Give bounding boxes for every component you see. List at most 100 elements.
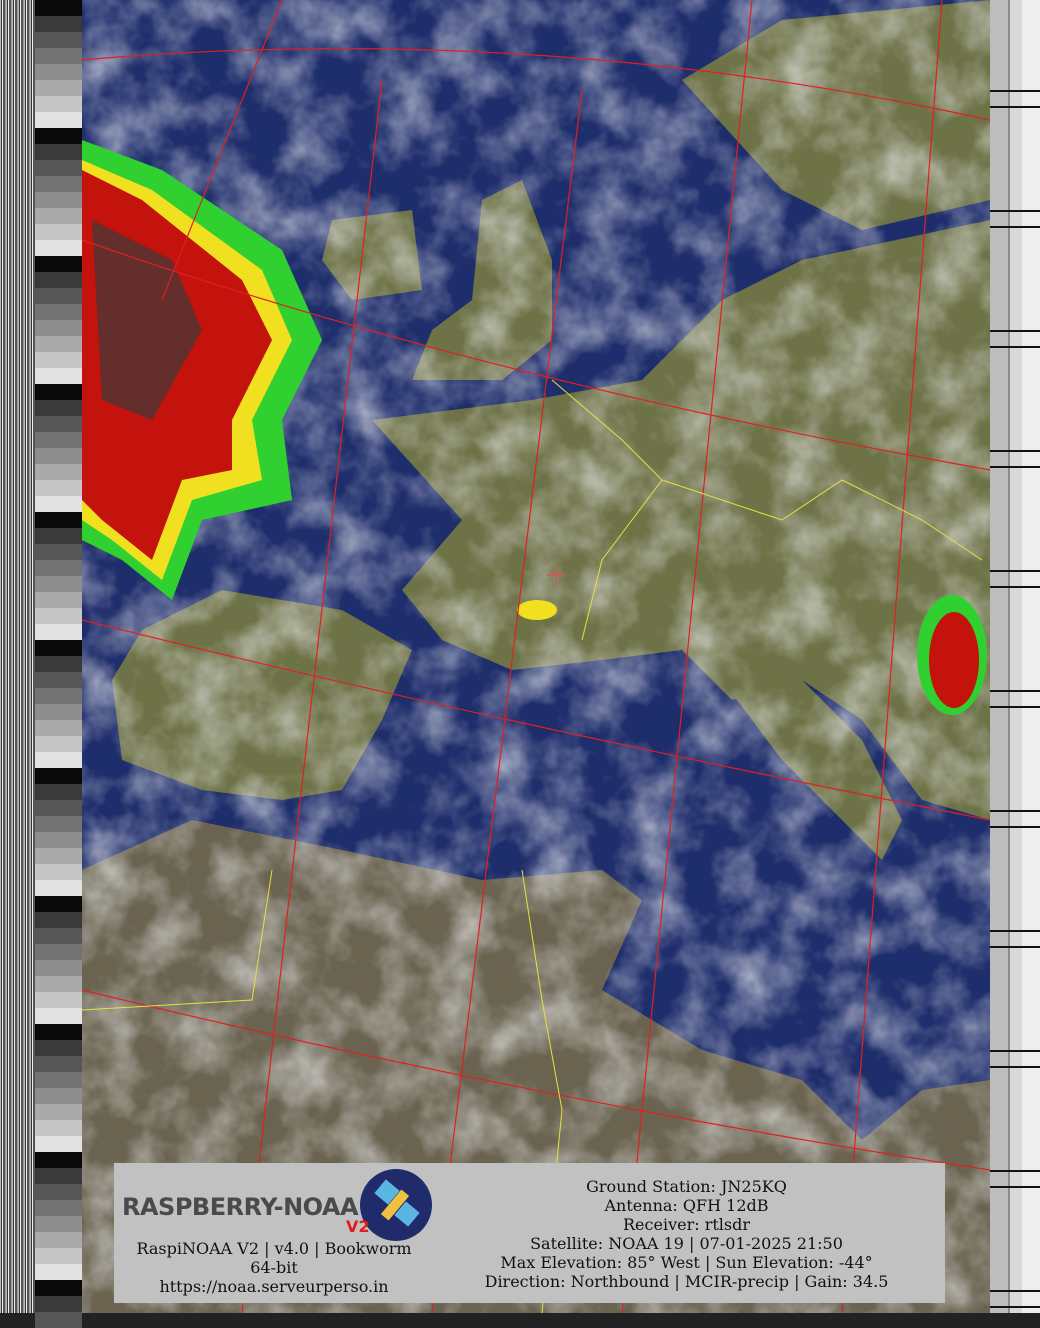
wedge-step xyxy=(35,1056,82,1072)
wedge-step xyxy=(35,272,82,288)
station-url[interactable]: https://noaa.serveurperso.in xyxy=(159,1277,389,1296)
wedge-step xyxy=(35,816,82,832)
wedge-step xyxy=(35,240,82,256)
wedge-step xyxy=(35,1136,82,1152)
wedge-step xyxy=(35,1232,82,1248)
sync-marker xyxy=(990,826,1040,828)
wedge-step xyxy=(35,80,82,96)
wedge-step xyxy=(35,288,82,304)
wedge-step xyxy=(35,656,82,672)
wedge-step xyxy=(35,576,82,592)
wedge-step xyxy=(35,176,82,192)
wedge-step xyxy=(35,1248,82,1264)
wedge-step xyxy=(35,448,82,464)
wedge-step xyxy=(35,944,82,960)
wedge-step xyxy=(35,1312,82,1328)
precip-cell-balkans-core xyxy=(929,612,979,708)
wedge-step xyxy=(35,720,82,736)
wedge-step xyxy=(35,672,82,688)
wedge-step xyxy=(35,784,82,800)
wedge-step xyxy=(35,960,82,976)
wedge-step xyxy=(35,48,82,64)
wedge-step xyxy=(35,992,82,1008)
wedge-step xyxy=(35,528,82,544)
sync-marker xyxy=(990,690,1040,692)
satellite-map xyxy=(82,0,990,1313)
wedge-step xyxy=(35,560,82,576)
logo-badge: V2 xyxy=(346,1217,370,1236)
wedge-step xyxy=(35,1104,82,1120)
wedge-step xyxy=(35,96,82,112)
sync-marker xyxy=(990,330,1040,332)
wedge-step xyxy=(35,864,82,880)
sync-marker xyxy=(990,810,1040,812)
wedge-step xyxy=(35,736,82,752)
wedge-step xyxy=(35,1120,82,1136)
precip-cell-france xyxy=(517,600,557,620)
antenna: Antenna: QFH 12dB xyxy=(604,1196,769,1215)
wedge-step xyxy=(35,752,82,768)
wedge-step xyxy=(35,32,82,48)
wedge-step xyxy=(35,160,82,176)
telemetry-noise-left xyxy=(0,0,35,1313)
wedge-step xyxy=(35,16,82,32)
wedge-step xyxy=(35,128,82,144)
sync-marker xyxy=(990,1306,1040,1308)
pass-info-panel: RASPBERRY-NOAA V2 RaspiNOAA V2 | v4.0 | … xyxy=(114,1163,945,1303)
sync-marker xyxy=(990,346,1040,348)
wedge-step xyxy=(35,480,82,496)
wedge-step xyxy=(35,640,82,656)
wedge-step xyxy=(35,304,82,320)
raspberry-noaa-logo: RASPBERRY-NOAA V2 xyxy=(120,1169,432,1241)
wedge-step xyxy=(35,256,82,272)
sync-marker xyxy=(990,466,1040,468)
sync-marker xyxy=(990,106,1040,108)
wedge-step xyxy=(35,496,82,512)
sync-marker xyxy=(990,946,1040,948)
sync-marker xyxy=(990,1066,1040,1068)
sync-marker xyxy=(990,210,1040,212)
lat-lon-grid xyxy=(82,0,990,1313)
wedge-step xyxy=(35,320,82,336)
wedge-step xyxy=(35,1088,82,1104)
wedge-step xyxy=(35,416,82,432)
wedge-step xyxy=(35,1152,82,1168)
sync-marker xyxy=(990,930,1040,932)
sync-marker xyxy=(990,226,1040,228)
wedge-step xyxy=(35,192,82,208)
sync-marker xyxy=(990,90,1040,92)
wedge-step xyxy=(35,208,82,224)
cloud-cover xyxy=(82,0,990,1313)
wedge-step xyxy=(35,512,82,528)
wedge-step xyxy=(35,928,82,944)
wedge-step xyxy=(35,800,82,816)
wedge-step xyxy=(35,544,82,560)
wedge-step xyxy=(35,608,82,624)
wedge-step xyxy=(35,224,82,240)
wedge-step xyxy=(35,1168,82,1184)
wedge-step xyxy=(35,112,82,128)
wedge-step xyxy=(35,336,82,352)
wedge-step xyxy=(35,1024,82,1040)
wedge-step xyxy=(35,368,82,384)
wedge-step xyxy=(35,384,82,400)
sync-marker xyxy=(990,1050,1040,1052)
sync-marker xyxy=(990,1186,1040,1188)
wedge-step xyxy=(35,432,82,448)
telemetry-strip-right xyxy=(990,0,1040,1313)
target-crosshair xyxy=(547,566,565,584)
wedge-step xyxy=(35,624,82,640)
wedge-step xyxy=(35,1200,82,1216)
wedge-step xyxy=(35,400,82,416)
direction-info: Direction: Northbound | MCIR-precip | Ga… xyxy=(484,1272,889,1291)
sync-marker xyxy=(990,706,1040,708)
wedge-step xyxy=(35,1184,82,1200)
satellite-icon xyxy=(360,1169,432,1241)
wedge-step xyxy=(35,1280,82,1296)
wedge-step xyxy=(35,352,82,368)
wedge-step xyxy=(35,1264,82,1280)
wedge-step xyxy=(35,688,82,704)
wedge-step xyxy=(35,768,82,784)
receiver: Receiver: rtlsdr xyxy=(623,1215,750,1234)
wedge-step xyxy=(35,976,82,992)
